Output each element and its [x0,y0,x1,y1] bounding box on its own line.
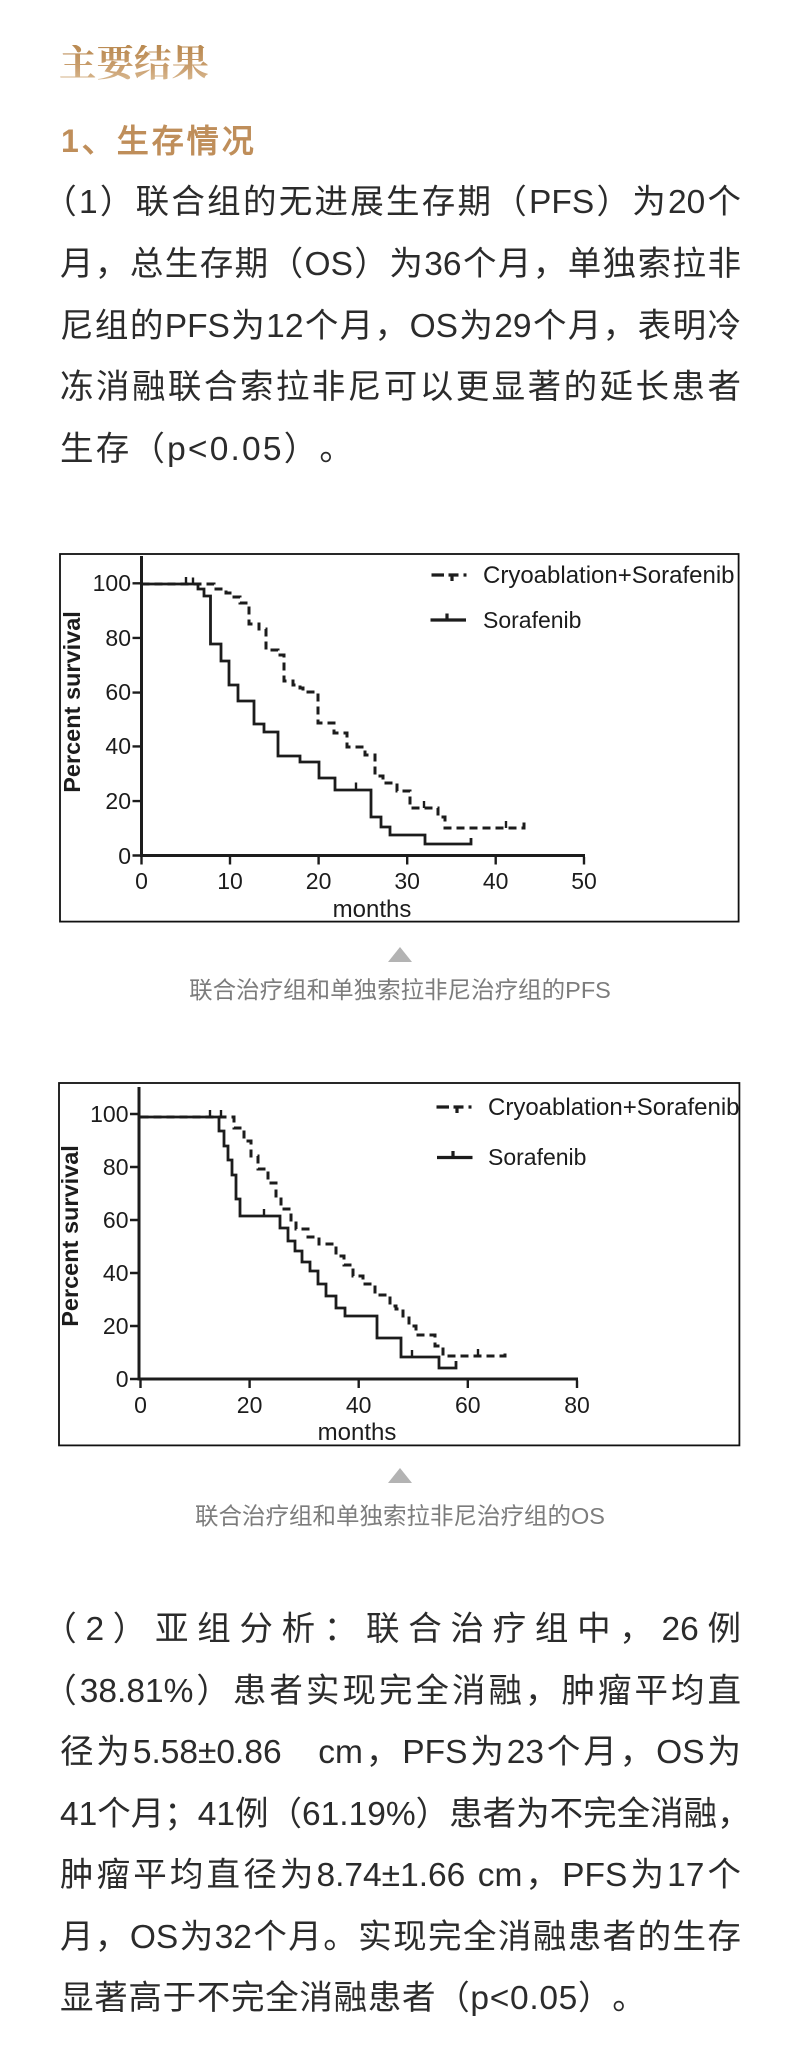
svg-text:100: 100 [90,1101,128,1127]
svg-text:60: 60 [103,1207,129,1233]
svg-text:Cryoablation+Sorafenib: Cryoablation+Sorafenib [488,1094,740,1121]
svg-text:months: months [333,896,412,923]
svg-text:Percent survival: Percent survival [58,1145,83,1327]
svg-text:40: 40 [103,1260,129,1286]
svg-text:Cryoablation+Sorafenib: Cryoablation+Sorafenib [483,562,735,589]
svg-text:40: 40 [346,1392,372,1418]
svg-text:0: 0 [134,1392,147,1418]
svg-text:10: 10 [217,868,243,894]
svg-text:0: 0 [116,1366,129,1392]
svg-text:100: 100 [93,570,131,596]
svg-text:80: 80 [103,1154,129,1180]
svg-text:30: 30 [394,868,420,894]
svg-text:Percent survival: Percent survival [59,611,85,793]
svg-text:20: 20 [306,868,332,894]
svg-text:40: 40 [483,868,509,894]
svg-text:80: 80 [564,1392,590,1418]
svg-text:60: 60 [455,1392,481,1418]
svg-text:0: 0 [135,868,148,894]
svg-text:40: 40 [105,733,131,759]
svg-text:50: 50 [571,868,597,894]
svg-text:80: 80 [105,625,131,651]
svg-text:Sorafenib: Sorafenib [488,1144,586,1170]
svg-text:60: 60 [105,679,131,705]
svg-text:20: 20 [105,788,131,814]
svg-text:months: months [318,1419,397,1446]
svg-text:20: 20 [103,1313,129,1339]
svg-text:0: 0 [118,843,131,869]
svg-text:Sorafenib: Sorafenib [483,607,581,633]
svg-text:20: 20 [237,1392,263,1418]
